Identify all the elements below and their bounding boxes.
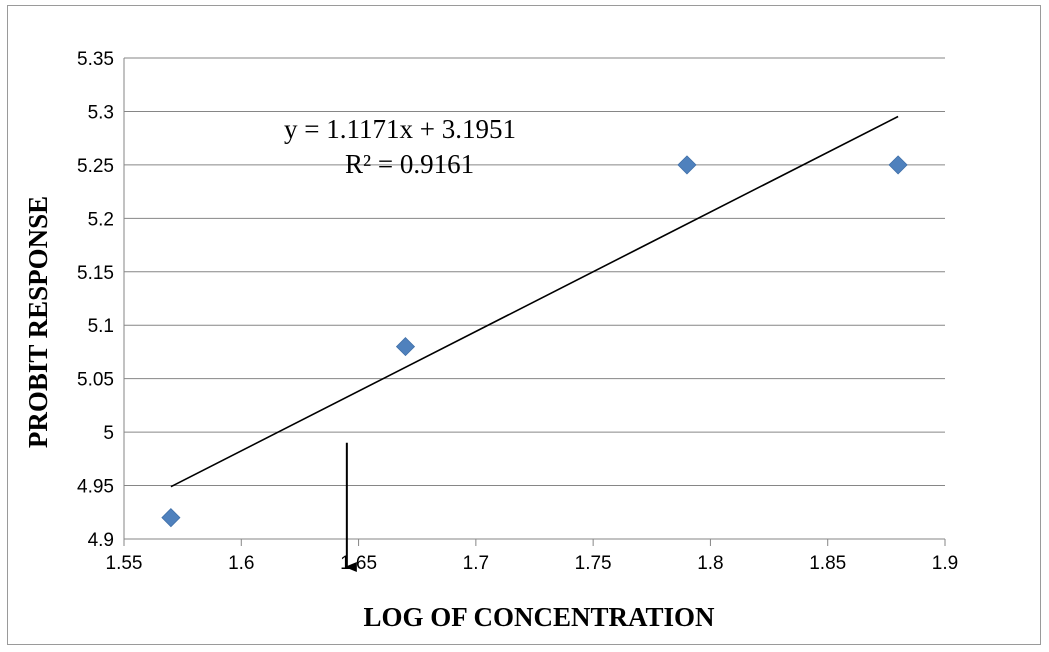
x-tick-label: 1.7	[463, 553, 489, 574]
data-point	[677, 155, 697, 175]
y-tick-label: 5.3	[88, 102, 114, 123]
data-point	[395, 337, 416, 357]
y-axis-title: PROBIT RESPONSE	[23, 196, 53, 448]
y-tick-label: 5	[103, 423, 114, 444]
x-tick-label: 1.8	[697, 553, 723, 574]
data-point	[161, 508, 181, 528]
y-tick-label: 5.1	[88, 316, 114, 337]
x-tick-label: 1.85	[809, 553, 846, 574]
x-axis-title: LOG OF CONCENTRATION	[363, 602, 715, 632]
linear-trendline	[170, 115, 899, 488]
trendline-equation: y = 1.1171x + 3.1951	[284, 114, 516, 144]
x-tick-label: 1.9	[932, 553, 958, 574]
x-tick-label: 1.55	[106, 553, 143, 574]
y-tick-label: 4.95	[77, 477, 114, 498]
y-tick-label: 5.25	[77, 156, 114, 177]
tick-labels: 4.9 4.95 5 5.05 5.1 5.15 5.2 5.25 5.3 5.35 1.55 1.6…	[77, 49, 958, 574]
x-tick-label: 1.75	[575, 553, 612, 574]
axes	[123, 58, 946, 546]
chart-frame: 4.9 4.95 5 5.05 5.1 5.15 5.2 5.25 5.3 5.35 1.55 1.6…	[7, 5, 1041, 645]
y-tick-label: 5.2	[88, 209, 114, 230]
y-tick-label: 5.35	[77, 49, 114, 70]
y-tick-label: 4.9	[88, 530, 114, 551]
annotations: y = 1.1171x + 3.1951 R² = 0.9161	[284, 114, 516, 572]
gridlines	[124, 57, 945, 540]
trendline-layer	[170, 115, 899, 488]
scatter-chart: 4.9 4.95 5 5.05 5.1 5.15 5.2 5.25 5.3 5.35 1.55 1.6…	[23, 49, 958, 632]
x-tick-label: 1.65	[340, 553, 377, 574]
trendline-r-squared: R² = 0.9161	[345, 149, 474, 179]
data-point	[888, 155, 908, 175]
y-tick-label: 5.05	[77, 370, 114, 391]
x-tick-label: 1.6	[228, 553, 254, 574]
data-points	[161, 155, 908, 528]
y-tick-label: 5.15	[77, 263, 114, 284]
